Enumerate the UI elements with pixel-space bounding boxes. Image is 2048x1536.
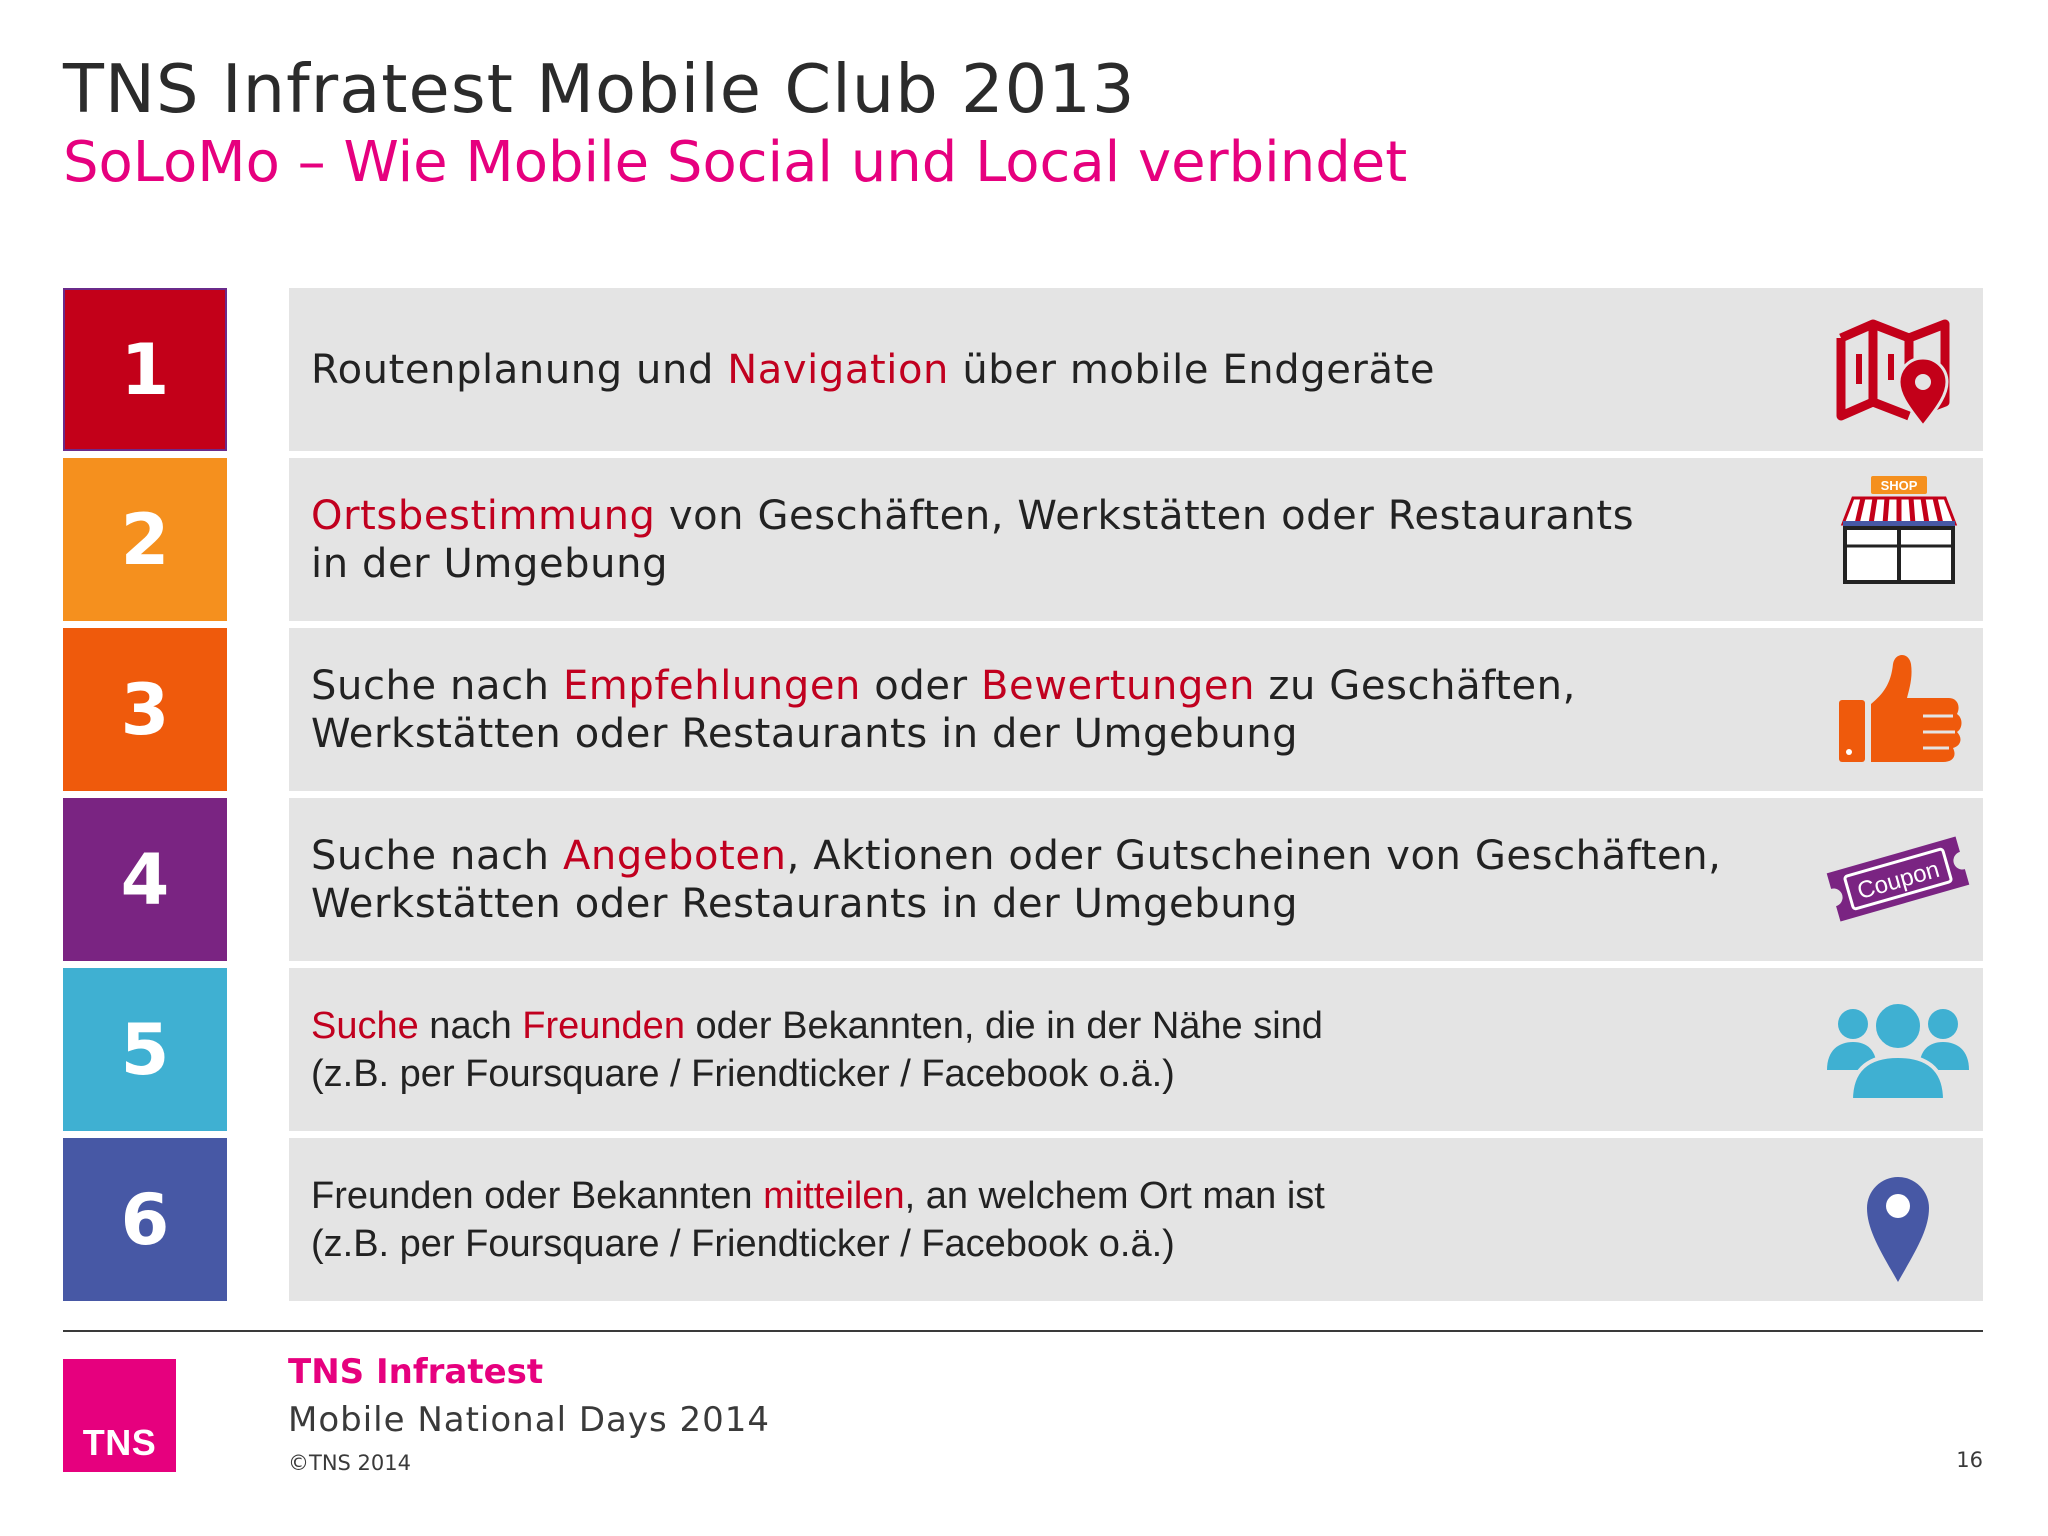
item-text-line: Suche nach Empfehlungen oder Bewertungen… [311,662,1761,710]
item-box: Ortsbestimmung von Geschäften, Werkstätt… [289,458,1983,621]
text-segment: Freunden oder Bekannten [311,1174,764,1217]
item-text-line: Suche nach Angeboten, Aktionen oder Guts… [311,832,1761,880]
text-segment: , Aktionen oder Gutscheinen von Geschäft… [786,832,1722,879]
item-text-line: Suche nach Freunden oder Bekannten, die … [311,1002,1761,1050]
highlighted-keyword: Ortsbestimmung [311,492,656,539]
item-text: Suche nach Freunden oder Bekannten, die … [311,968,1761,1131]
item-text-line: Routenplanung und Navigation über mobile… [311,346,1761,394]
highlighted-keyword: Bewertungen [980,662,1256,709]
item-text-line: Ortsbestimmung von Geschäften, Werkstätt… [311,492,1761,540]
shop-icon: SHOP [1823,464,1973,614]
rank-number-badge: 5 [63,968,227,1131]
item-box: Suche nach Freunden oder Bekannten, die … [289,968,1983,1131]
footer-copyright: ©TNS 2014 [288,1451,411,1475]
footer-event: Mobile National Days 2014 [288,1400,771,1440]
list-item: 4 Suche nach Angeboten, Aktionen oder Gu… [63,798,1983,961]
text-segment: in der Umgebung [311,540,669,587]
text-segment: Suche nach [311,832,563,879]
item-text: Suche nach Angeboten, Aktionen oder Guts… [311,798,1761,961]
rank-number-badge: 1 [63,288,227,451]
item-text: Routenplanung und Navigation über mobile… [311,288,1761,451]
item-text-line: (z.B. per Foursquare / Friendticker / Fa… [311,1050,1761,1098]
item-text-line: in der Umgebung [311,540,1761,588]
people-group-icon [1823,974,1973,1124]
highlighted-keyword: Freunden [522,1004,685,1047]
rank-number-badge: 3 [63,628,227,791]
text-segment: nach [418,1004,523,1047]
text-segment: Suche nach [311,662,563,709]
map-pin-icon [1823,294,1973,444]
item-text-line: Freunden oder Bekannten mitteilen, an we… [311,1172,1761,1220]
text-segment: von Geschäften, Werkstätten oder Restaur… [655,492,1635,539]
text-segment: (z.B. per Foursquare / Friendticker / Fa… [311,1222,1175,1265]
logo-text: TNS [82,1422,157,1463]
text-segment: Werkstätten oder Restaurants in der Umge… [311,710,1299,757]
page-number: 16 [1956,1448,1983,1472]
list-item: 5 Suche nach Freunden oder Bekannten, di… [63,968,1983,1131]
list-item: 2 Ortsbestimmung von Geschäften, Werkstä… [63,458,1983,621]
text-segment: zu Geschäften, [1255,662,1576,709]
text-segment: Werkstätten oder Restaurants in der Umge… [311,880,1299,927]
item-box: Routenplanung und Navigation über mobile… [289,288,1983,451]
item-box: Freunden oder Bekannten mitteilen, an we… [289,1138,1983,1301]
coupon-icon: Coupon [1823,804,1973,954]
shop-sign-text: SHOP [1881,478,1918,493]
list-item: 3 Suche nach Empfehlungen oder Bewertung… [63,628,1983,791]
list-item: 6 Freunden oder Bekannten mitteilen, an … [63,1138,1983,1301]
item-text: Ortsbestimmung von Geschäften, Werkstätt… [311,458,1761,621]
highlighted-keyword: Navigation [727,346,949,393]
location-pin-icon [1823,1144,1973,1294]
item-box: Suche nach Empfehlungen oder Bewertungen… [289,628,1983,791]
highlighted-keyword: Suche [311,1004,419,1047]
text-segment: Routenplanung und [311,346,728,393]
page-subtitle: SoLoMo – Wie Mobile Social und Local ver… [63,130,1408,195]
highlighted-keyword: Angeboten [562,832,787,879]
text-segment: oder [860,662,981,709]
rank-number-badge: 6 [63,1138,227,1301]
footer-company: TNS Infratest [288,1352,544,1392]
item-text-line: Werkstätten oder Restaurants in der Umge… [311,880,1761,928]
text-segment: (z.B. per Foursquare / Friendticker / Fa… [311,1052,1175,1095]
text-segment: , an welchem Ort man ist [904,1174,1325,1217]
rank-number-badge: 2 [63,458,227,621]
tns-logo: TNS [63,1359,176,1472]
page-title: TNS Infratest Mobile Club 2013 [63,50,1136,128]
rank-number-badge: 4 [63,798,227,961]
highlighted-keyword: mitteilen [763,1174,905,1217]
text-segment: oder Bekannten, die in der Nähe sind [684,1004,1323,1047]
item-text: Freunden oder Bekannten mitteilen, an we… [311,1138,1761,1301]
footer-divider [63,1330,1983,1332]
text-segment: über mobile Endgeräte [949,346,1436,393]
item-box: Suche nach Angeboten, Aktionen oder Guts… [289,798,1983,961]
item-text: Suche nach Empfehlungen oder Bewertungen… [311,628,1761,791]
highlighted-keyword: Empfehlungen [562,662,861,709]
list-item: 1 Routenplanung und Navigation über mobi… [63,288,1983,451]
item-text-line: Werkstätten oder Restaurants in der Umge… [311,710,1761,758]
thumbs-up-icon [1823,634,1973,784]
item-text-line: (z.B. per Foursquare / Friendticker / Fa… [311,1220,1761,1268]
